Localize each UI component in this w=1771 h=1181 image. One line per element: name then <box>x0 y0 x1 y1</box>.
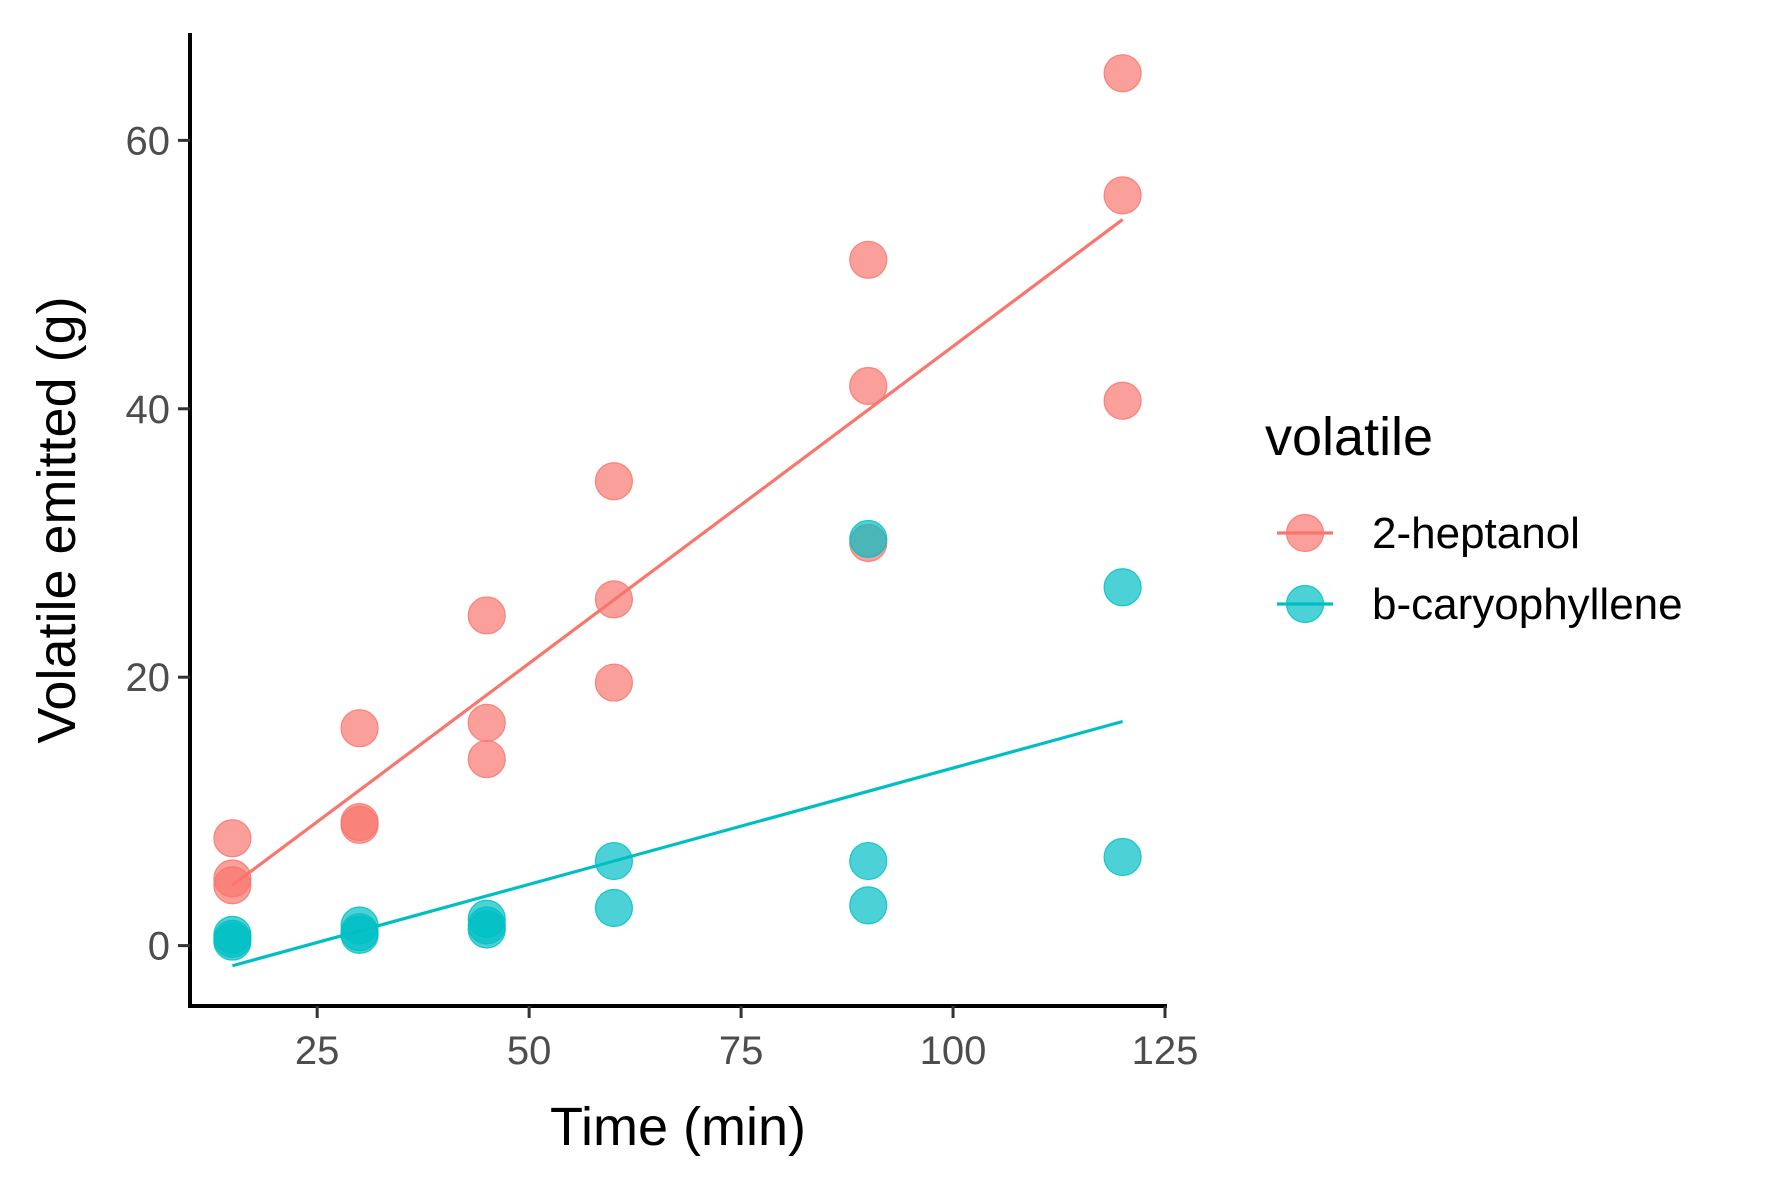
legend-items: 2-heptanol b-caryophyllene <box>1277 509 1683 629</box>
x-axis-title: Time (min) <box>550 1097 806 1157</box>
data-point-b-caryophyllene <box>340 915 379 954</box>
y-tick-label: 0 <box>148 925 170 969</box>
data-point-b-caryophyllene <box>849 841 888 881</box>
data-points <box>213 54 1142 961</box>
trend-lines <box>231 218 1124 968</box>
x-tick-label: 50 <box>507 1029 552 1073</box>
trend-line-2-heptanol <box>231 218 1124 887</box>
y-axis-title: Volatile emitted (g) <box>27 296 87 743</box>
x-tick-label: 75 <box>719 1029 764 1073</box>
data-point-b-caryophyllene <box>594 841 634 881</box>
data-point-2-heptanol <box>340 709 379 748</box>
data-point-b-caryophyllene <box>467 910 506 949</box>
legend-key-point <box>1285 513 1325 553</box>
x-tick-label: 100 <box>920 1029 987 1073</box>
x-tick-label: 125 <box>1132 1029 1199 1073</box>
data-point-2-heptanol <box>467 739 506 779</box>
data-point-2-heptanol <box>213 819 252 858</box>
data-point-2-heptanol <box>467 703 506 742</box>
data-point-2-heptanol <box>467 596 506 635</box>
data-point-b-caryophyllene <box>594 888 634 928</box>
data-point-2-heptanol <box>594 462 634 501</box>
data-point-2-heptanol <box>1103 176 1142 215</box>
data-point-2-heptanol <box>849 366 888 406</box>
y-axis-ticks: 0 20 40 60 <box>126 119 190 969</box>
legend-item-b-caryophyllene: b-caryophyllene <box>1277 580 1683 629</box>
legend-title: volatile <box>1265 407 1433 467</box>
legend-label: b-caryophyllene <box>1372 580 1683 629</box>
data-point-b-caryophyllene <box>213 922 252 961</box>
x-axis-ticks: 25 50 75 100 125 <box>295 1006 1198 1073</box>
data-point-b-caryophyllene <box>849 886 888 925</box>
legend: volatile 2-heptanol b-caryophyllene <box>1265 407 1683 629</box>
data-point-2-heptanol <box>340 805 379 844</box>
legend-item-2-heptanol: 2-heptanol <box>1277 509 1580 558</box>
data-point-2-heptanol <box>213 866 252 905</box>
data-point-2-heptanol <box>1103 54 1142 93</box>
legend-label: 2-heptanol <box>1372 509 1580 558</box>
data-point-2-heptanol <box>1103 381 1142 420</box>
x-tick-label: 25 <box>295 1029 340 1073</box>
y-tick-label: 40 <box>126 388 171 432</box>
legend-key-point <box>1285 584 1325 624</box>
data-point-b-caryophyllene <box>1103 568 1142 607</box>
data-point-2-heptanol <box>594 663 634 702</box>
data-point-2-heptanol <box>849 240 888 279</box>
trend-line-b-caryophyllene <box>231 719 1124 968</box>
data-point-b-caryophyllene <box>849 519 888 559</box>
data-point-2-heptanol <box>594 580 634 619</box>
data-point-b-caryophyllene <box>1103 837 1142 877</box>
y-tick-label: 20 <box>126 656 171 700</box>
y-tick-label: 60 <box>126 119 171 163</box>
